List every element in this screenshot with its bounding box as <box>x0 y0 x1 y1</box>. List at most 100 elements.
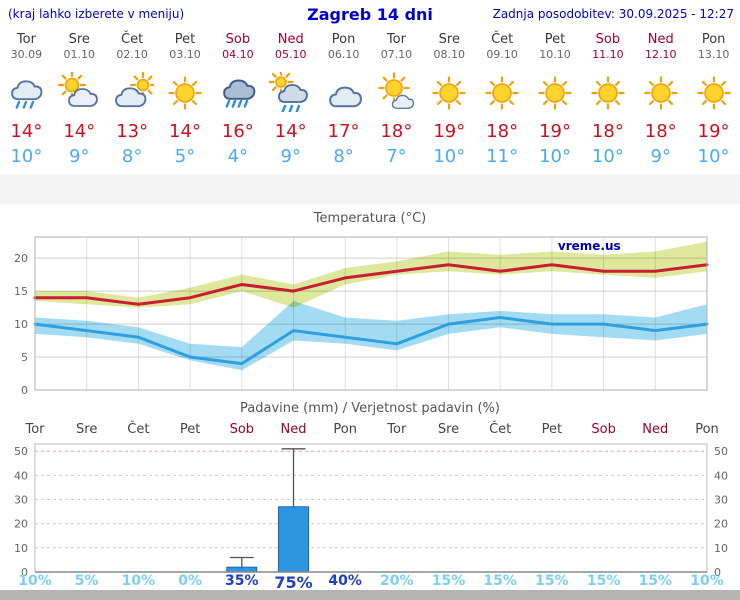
precip-probability: 40% <box>328 573 362 589</box>
svg-text:20: 20 <box>14 518 28 531</box>
day-temp-min: 10° <box>539 146 571 167</box>
day-temp-max: 19° <box>433 121 466 142</box>
day-temp-min: 10° <box>10 146 43 167</box>
day-temp-max: 18° <box>486 121 519 142</box>
day-temp-min: 8° <box>333 146 354 167</box>
day-column: Čet 02.10 13° 8° <box>106 30 159 170</box>
day-name: Tor <box>16 32 36 47</box>
day-date: 01.10 <box>63 48 96 61</box>
sun-cloud-icon <box>370 72 423 116</box>
precip-day-label: Sob <box>591 422 616 437</box>
day-date: 13.10 <box>697 48 730 61</box>
precip-day-label: Ned <box>642 422 669 437</box>
precip-probability: 15% <box>638 573 673 589</box>
svg-text:10: 10 <box>714 542 728 555</box>
day-temp-max: 19° <box>697 121 730 142</box>
day-column: Ned 05.10 14° 9° <box>264 30 317 170</box>
day-temp-max: 13° <box>116 121 149 142</box>
precip-probability: 15% <box>535 573 569 589</box>
precip-day-label: Ned <box>280 422 307 437</box>
day-date: 12.10 <box>644 48 677 61</box>
day-name: Ned <box>647 32 674 47</box>
svg-text:5: 5 <box>21 351 28 364</box>
svg-text:30: 30 <box>14 494 28 507</box>
day-column: Sob 04.10 16° 4° <box>211 30 264 170</box>
precip-probability: 15% <box>483 573 517 589</box>
precip-day-labels: Tor Sre Čet Pet Sob Ned Pon Tor Sre Čet Pet Sob Ned P… <box>0 422 740 439</box>
day-temp-min: 9° <box>280 146 301 167</box>
day-name: Sob <box>595 32 621 47</box>
svg-text:10: 10 <box>14 318 28 331</box>
day-column: Pet 03.10 14° 5° <box>159 30 212 170</box>
precip-probability: 20% <box>380 573 414 589</box>
sunny-icon <box>159 72 212 116</box>
day-temp-max: 16° <box>221 121 254 142</box>
day-temp-max: 18° <box>644 121 677 142</box>
precip-day-label: Pon <box>333 422 357 437</box>
day-temp-max: 18° <box>591 121 624 142</box>
day-date: 04.10 <box>222 48 254 61</box>
day-temp-min: 4° <box>227 146 249 167</box>
temperature-chart: 0 5 10 15 20 vreme.us <box>14 236 709 397</box>
day-name: Pon <box>701 32 726 47</box>
separator-strip <box>0 174 740 204</box>
sunny-icon <box>529 72 582 116</box>
sunny-icon <box>423 72 476 116</box>
precip-day-label: Sre <box>437 422 460 437</box>
precip-day-label: Tor <box>25 422 45 437</box>
precip-day-label: Pet <box>541 422 563 437</box>
precipitation-chart-title: Padavine (mm) / Verjetnost padavin (%) <box>240 401 500 416</box>
day-date: 03.10 <box>169 48 201 61</box>
heavy-rain-icon <box>211 72 264 116</box>
day-name: Tor <box>386 32 406 47</box>
day-column: Čet 09.10 18° 11° <box>476 30 529 170</box>
svg-text:40: 40 <box>14 469 28 482</box>
svg-text:15: 15 <box>14 285 28 298</box>
precip-probability: 15% <box>586 573 621 589</box>
precip-probability: 0% <box>178 573 202 589</box>
mostly-cloudy-icon <box>106 72 159 116</box>
svg-text:0: 0 <box>21 384 28 397</box>
sunny-icon <box>581 72 634 116</box>
day-temp-max: 14° <box>274 121 307 142</box>
day-temp-max: 18° <box>380 121 413 142</box>
day-temp-min: 9° <box>650 146 671 167</box>
sunny-icon <box>687 72 740 116</box>
day-temp-min: 11° <box>486 146 519 167</box>
day-name: Pet <box>544 32 566 47</box>
last-update: Zadnja posodobitev: 30.09.2025 - 12:27 <box>492 7 734 21</box>
day-temp-min: 10° <box>591 146 624 167</box>
day-temp-max: 14° <box>169 121 201 142</box>
day-temp-min: 10° <box>697 146 730 167</box>
day-temp-min: 7° <box>386 146 407 167</box>
svg-text:0: 0 <box>21 566 28 578</box>
watermark: vreme.us <box>558 239 621 253</box>
precip-probability: 15% <box>431 573 466 589</box>
day-name: Čet <box>491 32 514 47</box>
precipitation-chart: 0 0 10 10 20 20 30 30 40 40 50 50 <box>14 443 728 578</box>
day-temp-max: 19° <box>539 121 571 142</box>
precip-day-label: Pon <box>695 422 719 437</box>
day-name: Pon <box>331 32 356 47</box>
precip-probability-row: 10% 5% 10% 0% 35% 75% 40% 20% 15% 15% 15% 15% 15% 10% <box>0 573 740 592</box>
day-temp-min: 9° <box>69 146 90 167</box>
precip-day-label: Sre <box>76 422 98 437</box>
day-temp-max: 17° <box>327 121 360 142</box>
day-column: Pet 10.10 19° 10° <box>529 30 582 170</box>
rain-sun-icon <box>264 72 317 116</box>
day-name: Ned <box>277 32 304 47</box>
precip-day-label: Pet <box>179 422 201 437</box>
day-column: Tor 30.09 14° 10° <box>0 30 53 170</box>
day-column: Tor 07.10 18° 7° <box>370 30 423 170</box>
rain-icon <box>0 72 53 116</box>
precip-day-label: Čet <box>127 422 150 437</box>
cloudy-icon <box>317 72 370 116</box>
day-temp-max: 14° <box>10 121 43 142</box>
day-temp-max: 14° <box>63 121 96 142</box>
day-name: Sre <box>438 32 460 47</box>
day-date: 09.10 <box>486 48 518 61</box>
day-date: 06.10 <box>327 48 360 61</box>
precip-day-label: Sob <box>229 422 255 437</box>
svg-text:10: 10 <box>14 542 28 555</box>
day-temp-min: 10° <box>433 146 466 167</box>
